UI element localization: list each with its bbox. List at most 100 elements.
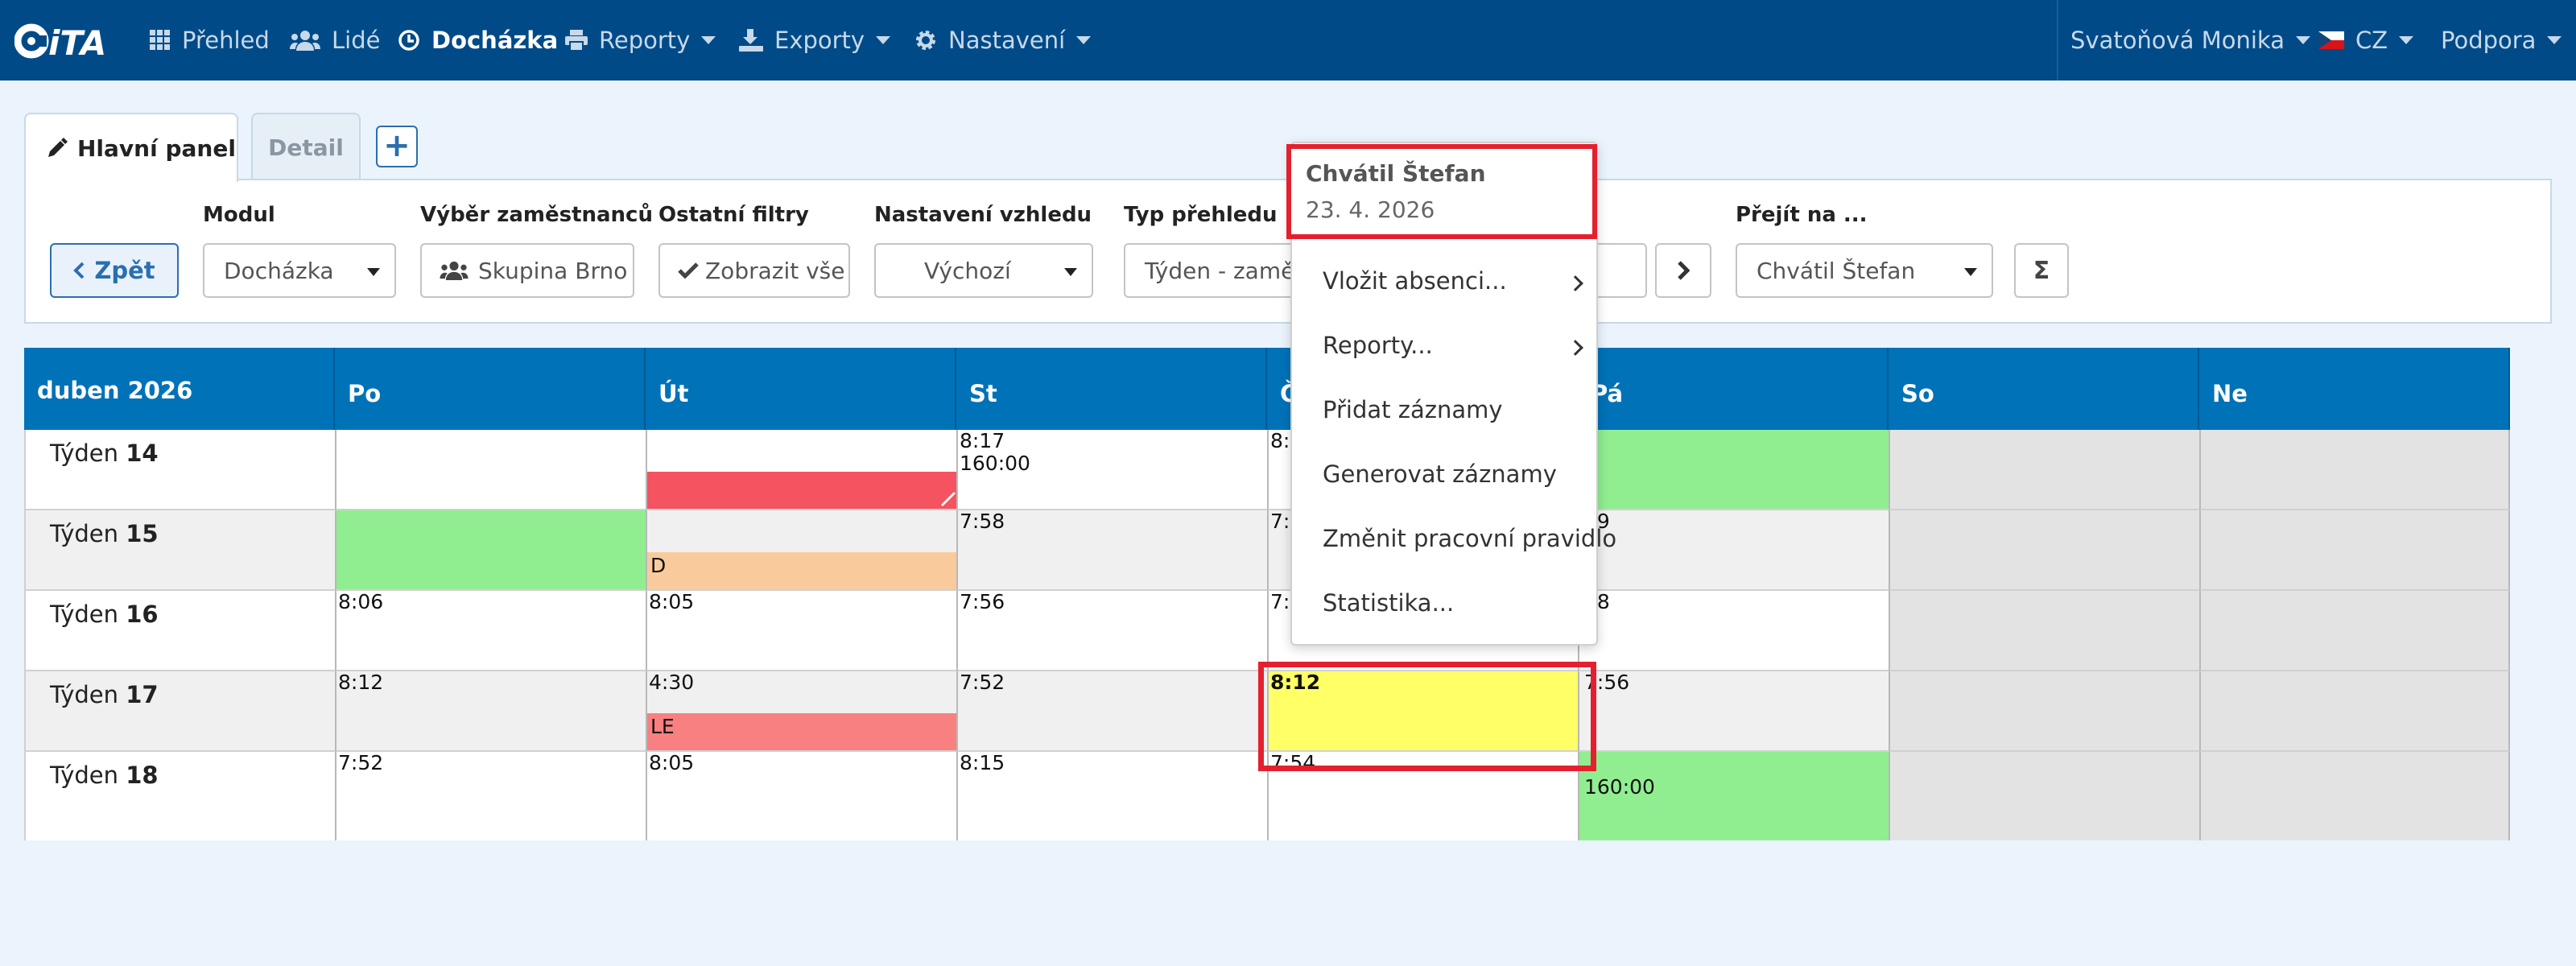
nav-lide-label: Lidé bbox=[332, 27, 381, 54]
appearance-select[interactable]: Výchozí bbox=[874, 243, 1093, 298]
day-cell-weekend[interactable] bbox=[1889, 671, 2199, 752]
day-cell-weekend[interactable] bbox=[1889, 430, 2199, 510]
support-menu[interactable]: Podpora bbox=[2441, 0, 2562, 80]
day-cell[interactable]: 4:30 LE bbox=[646, 671, 956, 752]
cell-time: 7:58 bbox=[960, 510, 1005, 533]
day-cell[interactable] bbox=[646, 430, 956, 510]
menu-item-insert-absence[interactable]: Vložit absenci... bbox=[1323, 267, 1507, 295]
day-header-pa: Pá bbox=[1578, 348, 1889, 430]
day-cell[interactable]: 48 bbox=[1578, 591, 1889, 671]
day-cell-weekend[interactable] bbox=[1889, 591, 2199, 671]
module-select[interactable]: Docházka bbox=[203, 243, 396, 298]
day-cell[interactable]: 7:58 bbox=[956, 510, 1267, 591]
add-tab-button[interactable]: + bbox=[376, 126, 418, 167]
goto-label: Přejít na ... bbox=[1736, 203, 1868, 227]
day-cell-weekend[interactable] bbox=[1889, 510, 2199, 591]
day-cell[interactable]: 7:52 bbox=[335, 752, 646, 840]
day-cell[interactable]: 8:06 bbox=[335, 591, 646, 671]
clock-icon bbox=[398, 29, 420, 52]
language-menu[interactable]: CZ bbox=[2318, 0, 2414, 80]
day-cell[interactable]: 7:56 bbox=[956, 591, 1267, 671]
day-cell-weekend[interactable] bbox=[2199, 671, 2510, 752]
menu-item-change-work-rule[interactable]: Změnit pracovní pravidlo bbox=[1323, 525, 1617, 552]
nav-reporty-label: Reporty bbox=[599, 27, 691, 54]
nav-lide[interactable]: Lidé bbox=[290, 0, 380, 80]
day-cell[interactable] bbox=[335, 430, 646, 510]
export-icon bbox=[739, 29, 763, 52]
day-header-st: St bbox=[956, 348, 1267, 430]
menu-item-generate-records[interactable]: Generovat záznamy bbox=[1323, 460, 1557, 488]
day-cell[interactable]: 8:05 bbox=[646, 591, 956, 671]
nav-prehled[interactable]: Přehled bbox=[150, 0, 270, 80]
user-menu[interactable]: Svatoňová Monika bbox=[2070, 0, 2310, 80]
menu-item-add-records[interactable]: Přidat záznamy bbox=[1323, 396, 1503, 423]
nav-prehled-label: Přehled bbox=[182, 27, 270, 54]
day-cell-weekend[interactable] bbox=[2199, 510, 2510, 591]
day-header-so: So bbox=[1889, 348, 2199, 430]
resize-corner-icon bbox=[940, 491, 956, 507]
absence-code: D bbox=[650, 554, 667, 577]
next-period-button[interactable] bbox=[1655, 243, 1711, 298]
absence-bar[interactable] bbox=[647, 472, 956, 509]
nav-divider bbox=[2057, 0, 2058, 80]
menu-item-statistics[interactable]: Statistika... bbox=[1323, 589, 1455, 617]
appearance-value: Výchozí bbox=[924, 257, 1011, 284]
day-cell[interactable]: 8:12 bbox=[335, 671, 646, 752]
context-menu-employee: Chvátil Štefan bbox=[1306, 160, 1486, 187]
day-cell[interactable]: 39 bbox=[1578, 510, 1889, 591]
week-number: 15 bbox=[126, 520, 159, 547]
cell-time: 4:30 bbox=[649, 671, 695, 694]
module-label: Modul bbox=[203, 203, 275, 227]
context-menu-header: Chvátil Štefan 23. 4. 2026 bbox=[1286, 144, 1597, 239]
week-number: 18 bbox=[126, 762, 159, 789]
employees-value: Skupina Brno bbox=[478, 257, 628, 284]
cell-time: 7:52 bbox=[960, 671, 1005, 694]
cell-time: 7:56 bbox=[960, 591, 1005, 613]
day-cell[interactable]: 8:05 bbox=[646, 752, 956, 840]
other-filters-button[interactable]: Zobrazit vše bbox=[658, 243, 850, 298]
tab-main-panel[interactable]: Hlavní panel bbox=[24, 113, 238, 182]
day-cell[interactable]: 8:15 bbox=[956, 752, 1267, 840]
nav-dochazka[interactable]: Docházka bbox=[398, 0, 558, 80]
tab-detail[interactable]: Detail bbox=[251, 113, 361, 180]
goto-select[interactable]: Chvátil Štefan bbox=[1736, 243, 1993, 298]
language-label: CZ bbox=[2355, 27, 2388, 54]
chevron-left-icon bbox=[73, 262, 85, 279]
day-cell[interactable]: 160:00 bbox=[1578, 752, 1889, 840]
day-cell[interactable]: 7:52 bbox=[956, 671, 1267, 752]
module-value: Docházka bbox=[224, 257, 334, 284]
user-name: Svatoňová Monika bbox=[2070, 27, 2285, 54]
day-cell-weekend[interactable] bbox=[2199, 430, 2510, 510]
other-filters-label: Ostatní filtry bbox=[658, 203, 809, 227]
day-cell-weekend[interactable] bbox=[2199, 752, 2510, 840]
czech-flag-icon bbox=[2318, 31, 2344, 49]
day-cell[interactable] bbox=[1578, 430, 1889, 510]
nav-nastaveni[interactable]: Nastavení bbox=[914, 0, 1092, 80]
day-cell[interactable]: 7:56 bbox=[1578, 671, 1889, 752]
nav-reporty[interactable]: Reporty bbox=[565, 0, 716, 80]
day-cell[interactable]: D bbox=[646, 510, 956, 591]
dropdown-caret-icon bbox=[367, 268, 380, 276]
cell-time: 8:15 bbox=[960, 752, 1005, 774]
day-cell[interactable]: 8:17 160:00 bbox=[956, 430, 1267, 510]
sigma-icon: Σ bbox=[2033, 256, 2050, 285]
chevron-down-icon bbox=[2399, 36, 2414, 44]
employees-button[interactable]: Skupina Brno bbox=[420, 243, 634, 298]
day-cell-selected[interactable]: 8:12 bbox=[1267, 671, 1578, 752]
week-row-label: Týden 18 bbox=[24, 752, 335, 840]
tab-detail-label: Detail bbox=[268, 134, 344, 161]
back-button[interactable]: Zpět bbox=[50, 243, 179, 298]
pencil-icon bbox=[47, 138, 68, 159]
ita-logo[interactable]: iTA bbox=[14, 18, 124, 64]
day-cell[interactable] bbox=[335, 510, 646, 591]
sum-button[interactable]: Σ bbox=[2014, 243, 2069, 298]
absence-bar[interactable]: D bbox=[647, 552, 956, 589]
context-menu-date: 23. 4. 2026 bbox=[1306, 196, 1435, 223]
day-cell-weekend[interactable] bbox=[2199, 591, 2510, 671]
day-cell-weekend[interactable] bbox=[1889, 752, 2199, 840]
menu-item-reports[interactable]: Reporty... bbox=[1323, 332, 1433, 359]
absence-bar[interactable]: LE bbox=[647, 713, 956, 750]
tab-main-label: Hlavní panel bbox=[77, 134, 236, 162]
selected-cell-highlight bbox=[1258, 662, 1596, 771]
nav-exporty[interactable]: Exporty bbox=[739, 0, 891, 80]
